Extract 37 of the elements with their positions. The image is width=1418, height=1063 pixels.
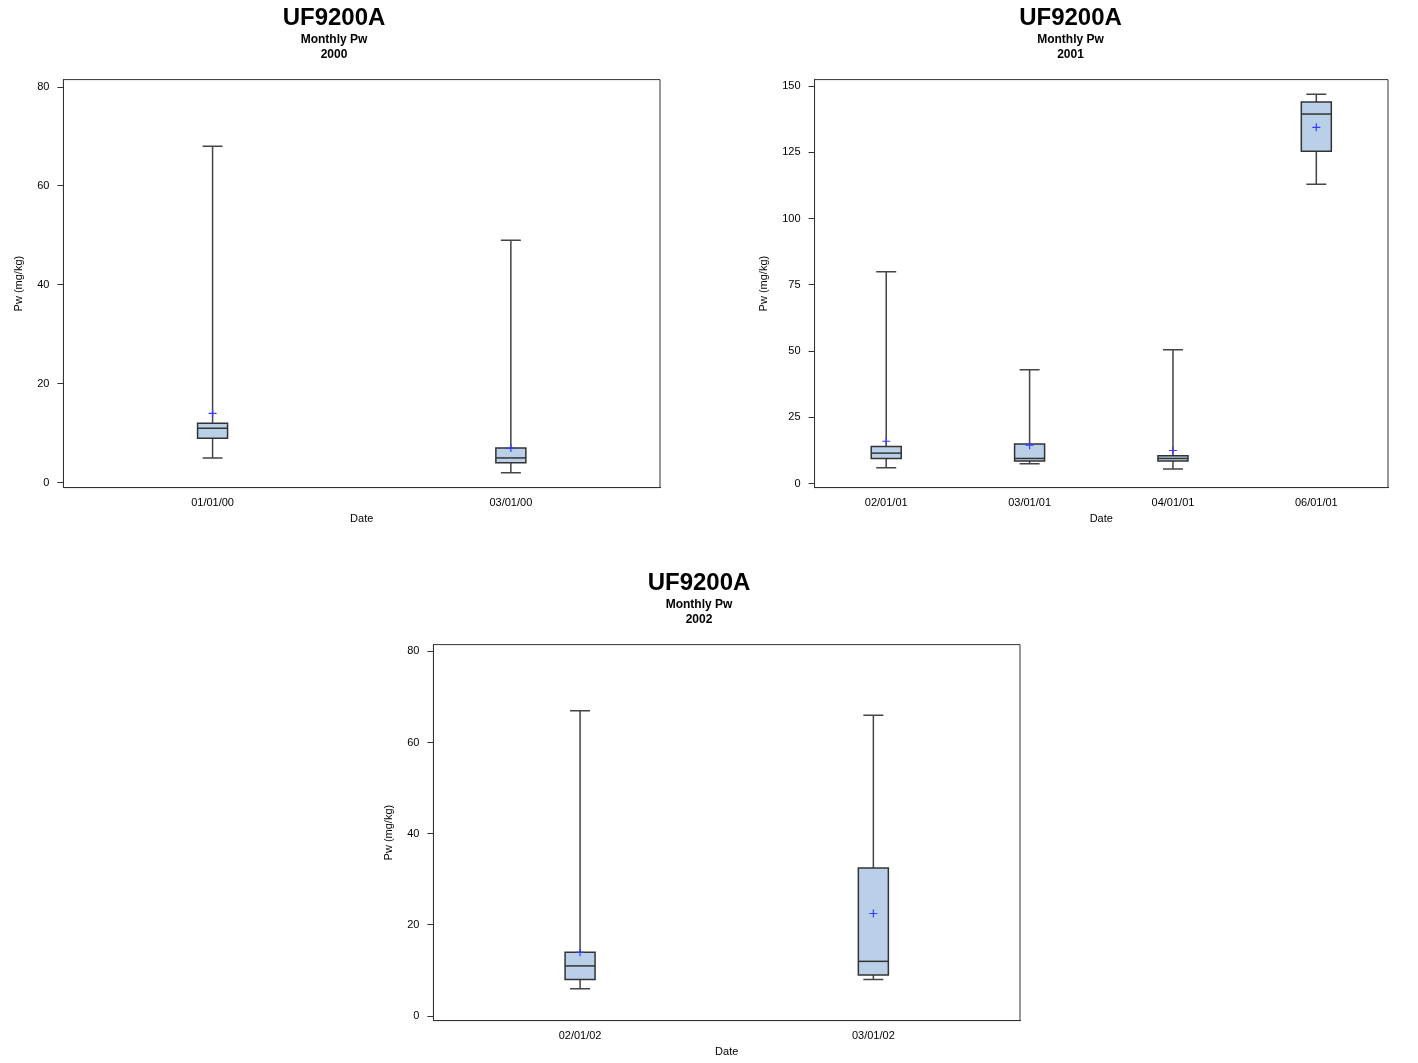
- chart-title: UF9200A: [282, 3, 386, 31]
- y-tick-label: 60: [407, 735, 420, 748]
- y-tick-label: 0: [413, 1009, 420, 1022]
- y-axis-title: Pw (mg/kg): [381, 804, 394, 861]
- y-tick-label: 20: [407, 917, 420, 930]
- y-tick-label: 25: [788, 410, 801, 423]
- x-axis-title: Date: [1089, 512, 1113, 525]
- y-tick-label: 20: [37, 376, 50, 389]
- x-axis-title: Date: [350, 512, 374, 525]
- chart-subtitle: Monthly Pw 2002: [665, 597, 733, 626]
- x-tick-label: 06/01/01: [1294, 496, 1338, 509]
- chart-title: UF9200A: [647, 568, 751, 596]
- y-tick-label: 40: [407, 826, 420, 839]
- y-tick-label: 75: [788, 277, 801, 290]
- y-tick-label: 80: [37, 80, 50, 93]
- x-tick-label: 03/01/00: [489, 496, 533, 509]
- y-axis-title: Pw (mg/kg): [11, 255, 24, 312]
- y-tick-label: 50: [788, 344, 801, 357]
- y-tick-label: 80: [407, 644, 420, 657]
- x-tick-label: 02/01/01: [864, 496, 908, 509]
- chart-subtitle: Monthly Pw 2000: [300, 32, 368, 61]
- y-tick-label: 150: [782, 79, 801, 92]
- x-tick-label: 01/01/00: [191, 496, 234, 509]
- x-tick-label: 03/01/02: [851, 1029, 895, 1042]
- x-axis-title: Date: [715, 1045, 739, 1058]
- y-tick-label: 0: [794, 476, 801, 489]
- y-tick-label: 125: [782, 145, 801, 158]
- y-tick-label: 0: [43, 475, 50, 488]
- y-tick-label: 40: [37, 277, 50, 290]
- x-tick-label: 03/01/01: [1008, 496, 1052, 509]
- x-tick-label: 02/01/02: [558, 1029, 602, 1042]
- y-tick-label: 100: [782, 211, 801, 224]
- y-tick-label: 60: [37, 178, 50, 191]
- y-axis-title: Pw (mg/kg): [756, 255, 769, 312]
- chart-subtitle: Monthly Pw 2001: [1037, 32, 1105, 61]
- x-tick-label: 04/01/01: [1151, 496, 1195, 509]
- chart-title: UF9200A: [1019, 3, 1122, 31]
